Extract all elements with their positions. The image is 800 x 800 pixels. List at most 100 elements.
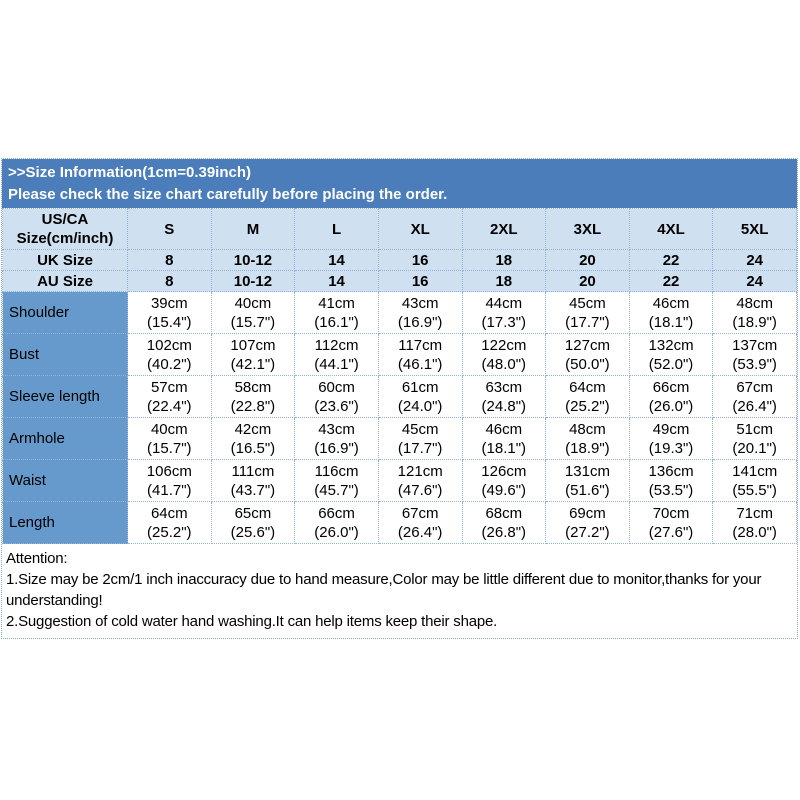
measure-cell: 45cm (17.7") <box>377 417 463 460</box>
measure-cell: 107cm (42.1") <box>210 333 296 376</box>
cm-value: 46cm <box>485 420 523 438</box>
cm-value: 66cm <box>652 378 690 396</box>
measure-cell: 102cm (40.2") <box>127 333 212 376</box>
measure-cell: 44cm (17.3") <box>461 291 547 334</box>
cm-value: 57cm <box>150 378 188 396</box>
corner-header-line: US/CA <box>41 211 89 228</box>
cm-value: 107cm <box>230 336 276 354</box>
cm-value: 48cm <box>569 420 606 438</box>
inch-value: (23.6") <box>314 397 359 415</box>
size-info-banner: >>Size Information(1cm=0.39inch) Please … <box>2 159 797 208</box>
measure-label: Sleeve length <box>2 375 128 418</box>
inch-value: (26.0") <box>648 397 694 415</box>
measure-cell: 41cm (16.1") <box>294 291 379 334</box>
au-size-value: 10-12 <box>210 270 296 292</box>
inch-value: (16.9") <box>314 439 359 457</box>
measure-cell: 136cm (53.5") <box>628 459 714 502</box>
measure-cell: 39cm (15.4") <box>127 291 212 334</box>
inch-value: (27.6") <box>648 523 694 541</box>
measure-cell: 66cm (26.0") <box>628 375 714 418</box>
measure-cell: 48cm (18.9") <box>545 417 630 460</box>
inch-value: (15.4") <box>147 313 192 331</box>
cm-value: 136cm <box>648 462 694 480</box>
measure-cell: 117cm (46.1") <box>377 333 463 376</box>
cm-value: 102cm <box>146 336 192 354</box>
inch-value: (25.2") <box>147 523 192 541</box>
measure-row: Waist 106cm (41.7") 111cm (43.7") 116cm (45.7"… <box>2 459 797 502</box>
inch-value: (22.8") <box>230 397 276 415</box>
measure-cell: 43cm (16.9") <box>294 417 379 460</box>
inch-value: (53.5") <box>648 481 694 499</box>
inch-value: (53.9") <box>732 355 777 373</box>
inch-value: (55.5") <box>732 481 777 499</box>
cm-value: 122cm <box>481 336 527 354</box>
au-size-label: AU Size <box>2 270 128 292</box>
cm-value: 132cm <box>648 336 694 354</box>
measure-cell: 68cm (26.8") <box>461 501 547 544</box>
cm-value: 64cm <box>569 378 606 396</box>
size-col-header: 2XL <box>461 208 547 250</box>
measure-cell: 116cm (45.7") <box>294 459 379 502</box>
inch-value: (26.8") <box>481 523 527 541</box>
measure-cell: 66cm (26.0") <box>294 501 379 544</box>
au-size-value: 8 <box>127 270 212 292</box>
cm-value: 112cm <box>314 336 359 354</box>
measure-cell: 132cm (52.0") <box>628 333 714 376</box>
measure-cell: 131cm (51.6") <box>545 459 630 502</box>
measure-cell: 69cm (27.2") <box>545 501 630 544</box>
measure-cell: 127cm (50.0") <box>545 333 630 376</box>
cm-value: 141cm <box>732 462 778 480</box>
uk-size-value: 18 <box>461 249 547 271</box>
cm-value: 51cm <box>736 420 774 438</box>
size-table-body: US/CA Size(cm/inch) S M L XL 2XL 3XL 4XL 5XL UK Si… <box>2 208 797 544</box>
cm-value: 67cm <box>736 378 774 396</box>
measure-row: Armhole 40cm (15.7") 42cm (16.5") 43cm (16.9")… <box>2 417 797 460</box>
measure-cell: 141cm (55.5") <box>712 459 797 502</box>
cm-value: 40cm <box>234 294 272 312</box>
cm-value: 137cm <box>732 336 778 354</box>
inch-value: (17.3") <box>481 313 527 331</box>
measure-cell: 64cm (25.2") <box>127 501 212 544</box>
inch-value: (26.4") <box>732 397 777 415</box>
measure-cell: 58cm (22.8") <box>210 375 296 418</box>
measure-cell: 40cm (15.7") <box>210 291 296 334</box>
inch-value: (18.9") <box>565 439 610 457</box>
size-info-panel: >>Size Information(1cm=0.39inch) Please … <box>1 158 798 639</box>
inch-value: (26.4") <box>397 523 443 541</box>
measure-cell: 49cm (19.3") <box>628 417 714 460</box>
inch-value: (51.6") <box>565 481 610 499</box>
inch-value: (18.1") <box>648 313 694 331</box>
cm-value: 121cm <box>397 462 443 480</box>
cm-value: 39cm <box>150 294 188 312</box>
cm-value: 131cm <box>564 462 610 480</box>
cm-value: 65cm <box>234 504 272 522</box>
cm-value: 63cm <box>485 378 523 396</box>
measure-cell: 46cm (18.1") <box>628 291 714 334</box>
measure-cell: 51cm (20.1") <box>712 417 797 460</box>
measure-cell: 111cm (43.7") <box>210 459 296 502</box>
cm-value: 111cm <box>231 462 275 480</box>
cm-value: 69cm <box>569 504 606 522</box>
cm-value: 44cm <box>485 294 523 312</box>
measure-cell: 71cm (28.0") <box>712 501 797 544</box>
cm-value: 61cm <box>401 378 439 396</box>
measure-cell: 64cm (25.2") <box>545 375 630 418</box>
cm-value: 43cm <box>401 294 439 312</box>
uk-size-value: 8 <box>127 249 212 271</box>
inch-value: (15.7") <box>147 439 192 457</box>
inch-value: (47.6") <box>397 481 443 499</box>
inch-value: (16.9") <box>397 313 443 331</box>
inch-value: (25.6") <box>230 523 276 541</box>
measure-cell: 45cm (17.7") <box>545 291 630 334</box>
cm-value: 66cm <box>318 504 355 522</box>
uk-size-value: 20 <box>545 249 630 271</box>
inch-value: (43.7") <box>230 481 276 499</box>
au-size-value: 16 <box>377 270 463 292</box>
measure-cell: 65cm (25.6") <box>210 501 296 544</box>
measure-row: Sleeve length 57cm (22.4") 58cm (22.8") 60cm(… <box>2 375 797 418</box>
uk-size-label: UK Size <box>2 249 128 271</box>
size-col-header: XL <box>377 208 463 250</box>
measure-cell: 121cm (47.6") <box>377 459 463 502</box>
measure-cell: 60cm (23.6") <box>294 375 379 418</box>
